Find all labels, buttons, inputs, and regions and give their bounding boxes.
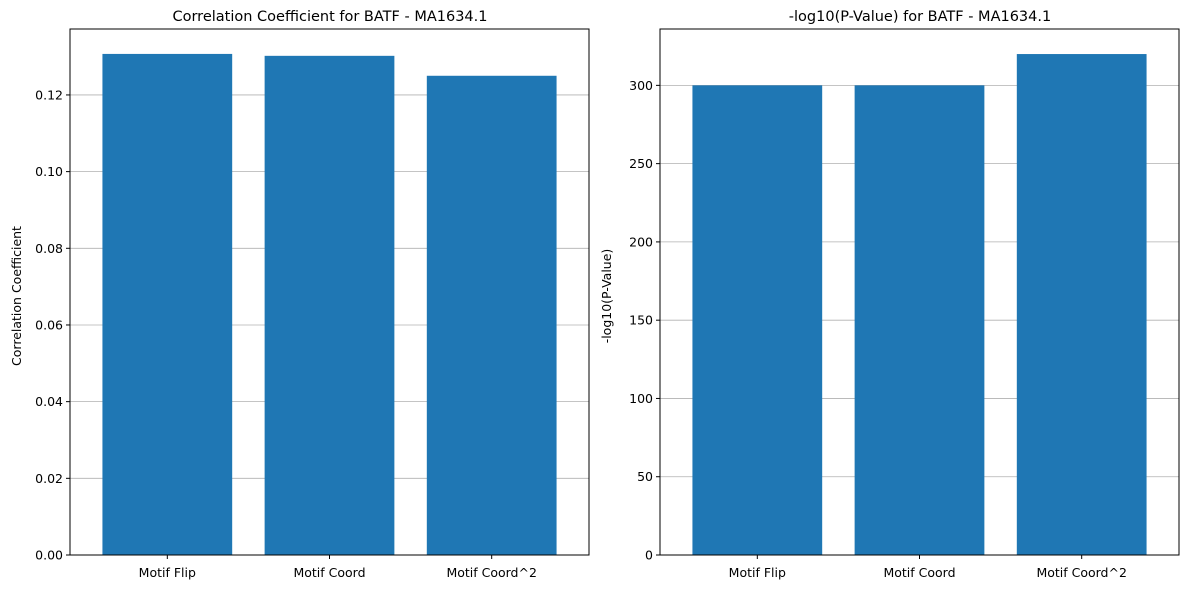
x-tick-label: Motif Flip xyxy=(729,565,786,580)
bar-motif-flip xyxy=(102,53,233,555)
y-axis-label: -log10(P-Value) xyxy=(599,249,614,344)
y-tick-label: 0.02 xyxy=(35,471,63,486)
y-tick-label: 0 xyxy=(645,548,653,563)
x-tick-label: Motif Coord^2 xyxy=(446,565,537,580)
pvalue-chart: -log10(P-Value) for BATF - MA1634.1 -log… xyxy=(599,9,1180,580)
y-tick-label: 0.00 xyxy=(35,548,63,563)
bar-motif-flip xyxy=(692,85,823,555)
y-tick-label: 100 xyxy=(629,391,653,406)
correlation-chart: Correlation Coefficient for BATF - MA163… xyxy=(9,9,590,580)
x-tick-label: Motif Coord xyxy=(293,565,365,580)
y-tick-label: 50 xyxy=(637,469,653,484)
y-tick-label: 0.04 xyxy=(35,394,63,409)
x-ticks: Motif Flip Motif Coord Motif Coord^2 xyxy=(139,555,537,580)
bar-motif-coord-2 xyxy=(426,75,557,556)
bars xyxy=(692,54,1147,556)
chart-title: Correlation Coefficient for BATF - MA163… xyxy=(172,9,487,25)
x-tick-label: Motif Flip xyxy=(139,565,196,580)
y-tick-label: 0.12 xyxy=(35,87,63,102)
bars xyxy=(102,53,557,556)
y-tick-label: 0.08 xyxy=(35,241,63,256)
bar-motif-coord-2 xyxy=(1016,54,1147,556)
x-ticks: Motif Flip Motif Coord Motif Coord^2 xyxy=(729,555,1127,580)
bar-motif-coord xyxy=(854,85,985,555)
y-tick-label: 0.10 xyxy=(35,164,63,179)
y-tick-label: 0.06 xyxy=(35,317,63,332)
x-tick-label: Motif Coord^2 xyxy=(1036,565,1127,580)
x-tick-label: Motif Coord xyxy=(883,565,955,580)
y-axis-label: Correlation Coefficient xyxy=(9,226,24,366)
bar-motif-coord xyxy=(264,55,395,556)
y-tick-label: 150 xyxy=(629,313,653,328)
chart-title: -log10(P-Value) for BATF - MA1634.1 xyxy=(789,9,1051,25)
y-tick-label: 300 xyxy=(629,78,653,93)
y-ticks: 0.00 0.02 0.04 0.06 0.08 0.10 0.12 xyxy=(35,87,70,563)
y-tick-label: 200 xyxy=(629,234,653,249)
y-tick-label: 250 xyxy=(629,156,653,171)
y-ticks: 0 50 100 150 200 250 300 xyxy=(629,78,660,563)
